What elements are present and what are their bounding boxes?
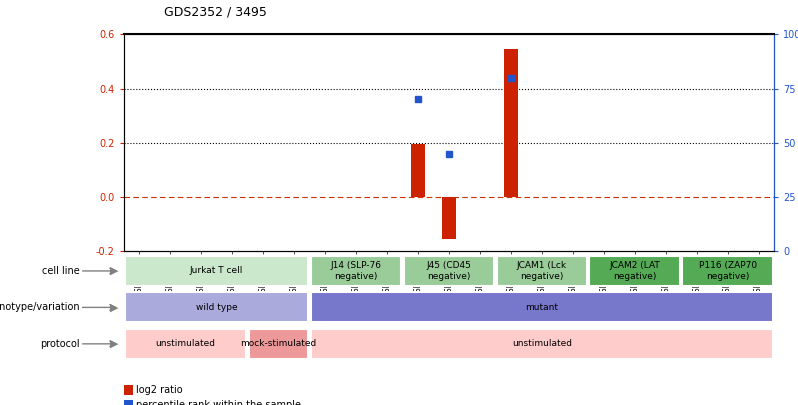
- Bar: [125, 329, 247, 359]
- Text: genotype/variation: genotype/variation: [0, 303, 80, 312]
- Bar: [442, 197, 456, 239]
- Bar: [125, 292, 308, 322]
- Text: J14 (SLP-76
negative): J14 (SLP-76 negative): [330, 261, 381, 281]
- Bar: [310, 256, 401, 286]
- Text: cell line: cell line: [42, 266, 80, 276]
- Bar: [404, 256, 494, 286]
- Text: J45 (CD45
negative): J45 (CD45 negative): [426, 261, 472, 281]
- Text: wild type: wild type: [196, 303, 238, 312]
- Bar: [310, 292, 772, 322]
- Text: Jurkat T cell: Jurkat T cell: [190, 266, 243, 275]
- Bar: [249, 329, 308, 359]
- Bar: [411, 144, 425, 197]
- Text: P116 (ZAP70
negative): P116 (ZAP70 negative): [698, 261, 757, 281]
- Text: GDS2352 / 3495: GDS2352 / 3495: [164, 5, 267, 18]
- Text: mock-stimulated: mock-stimulated: [240, 339, 317, 348]
- Bar: [590, 256, 680, 286]
- Bar: [125, 256, 308, 286]
- Text: unstimulated: unstimulated: [512, 339, 572, 348]
- Text: protocol: protocol: [40, 339, 80, 349]
- Bar: [504, 49, 518, 197]
- Bar: [310, 329, 772, 359]
- Bar: [682, 256, 772, 286]
- Text: JCAM2 (LAT
negative): JCAM2 (LAT negative): [610, 261, 660, 281]
- Text: mutant: mutant: [525, 303, 559, 312]
- Text: JCAM1 (Lck
negative): JCAM1 (Lck negative): [517, 261, 567, 281]
- Text: ▶: ▶: [110, 339, 118, 349]
- Text: unstimulated: unstimulated: [156, 339, 215, 348]
- Text: log2 ratio: log2 ratio: [136, 385, 183, 394]
- Bar: [496, 256, 587, 286]
- Text: ▶: ▶: [110, 266, 118, 276]
- Text: ▶: ▶: [110, 303, 118, 312]
- Text: percentile rank within the sample: percentile rank within the sample: [136, 400, 302, 405]
